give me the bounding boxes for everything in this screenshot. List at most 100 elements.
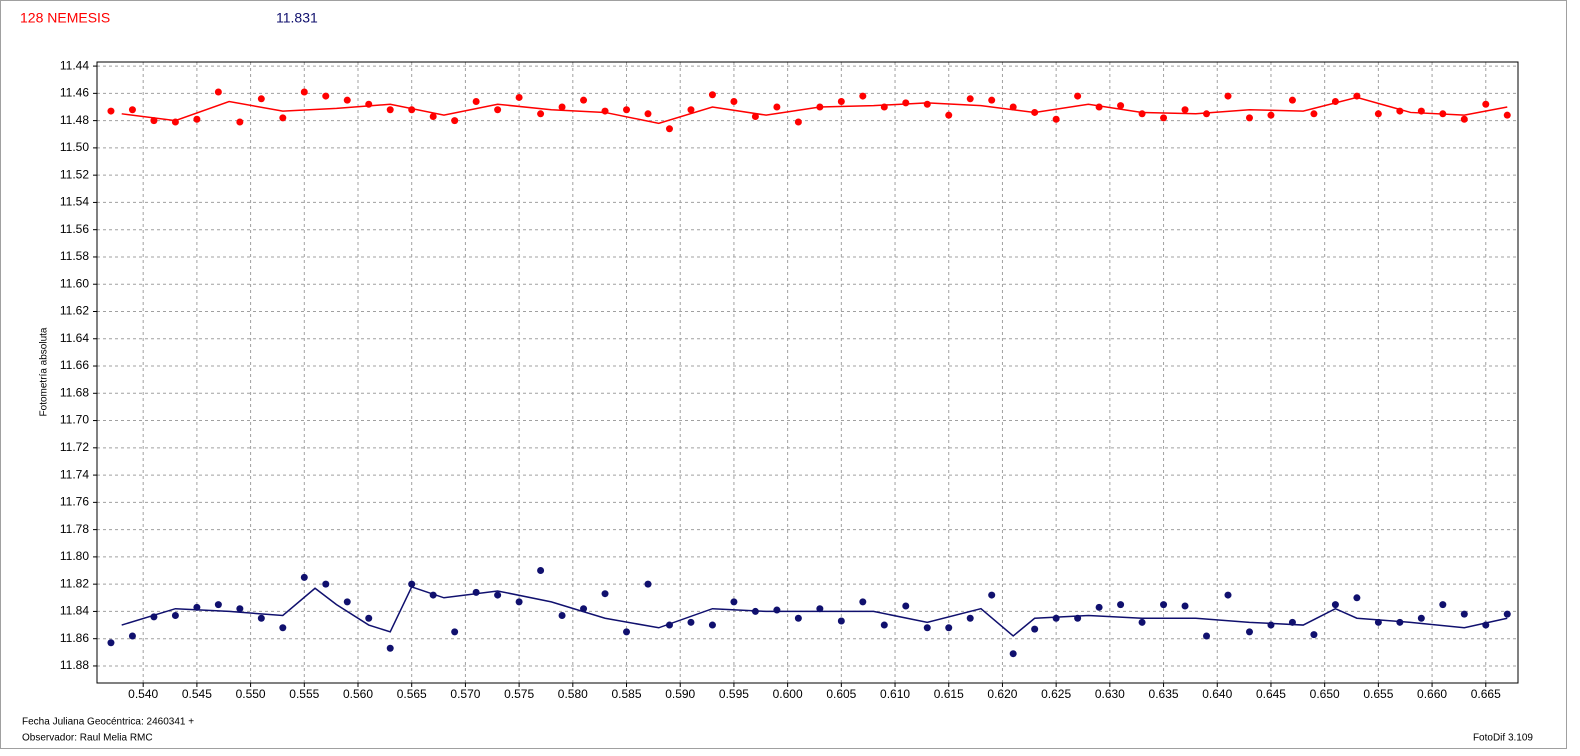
plot-frame (96, 61, 1519, 684)
data-point (923, 100, 931, 108)
data-point (945, 624, 953, 632)
footer-text: Observador: Raul Melia RMC (22, 733, 153, 744)
data-point (236, 605, 244, 613)
data-point (1503, 111, 1511, 119)
data-point (107, 639, 115, 647)
y-tick-label: 11.84 (60, 604, 89, 618)
data-point (257, 95, 265, 103)
x-tick-label: 0.580 (558, 687, 588, 701)
data-point (708, 91, 716, 99)
y-tick-label: 11.66 (60, 358, 89, 372)
data-point (365, 614, 373, 622)
data-point (1203, 632, 1211, 640)
y-tick-label: 11.62 (60, 304, 89, 318)
data-point (1203, 110, 1211, 118)
x-tick-label: 0.625 (1041, 687, 1071, 701)
data-point (880, 621, 888, 629)
data-point (322, 580, 330, 588)
data-point (773, 103, 781, 111)
data-point (1374, 110, 1382, 118)
data-point (236, 118, 244, 126)
data-point (1482, 100, 1490, 108)
y-tick-label: 11.80 (60, 549, 89, 563)
data-point (1503, 610, 1511, 618)
data-point (601, 590, 609, 598)
grid: 11.44 11.46 11.48 11.50 11.52 11.54 11.56 11.58… (60, 58, 1518, 701)
data-point (1117, 102, 1125, 110)
x-tick-label: 0.545 (182, 687, 212, 701)
data-point (1353, 594, 1361, 602)
data-point (343, 598, 351, 606)
y-tick-label: 11.54 (60, 195, 89, 209)
data-point (1074, 92, 1082, 100)
data-point (1396, 618, 1404, 626)
data-point (1224, 92, 1232, 100)
data-point (537, 567, 545, 575)
data-point (171, 612, 179, 620)
trend-line (121, 96, 1508, 125)
data-point (214, 601, 222, 609)
x-tick-label: 0.660 (1417, 687, 1447, 701)
data-point (902, 99, 910, 107)
data-point (988, 96, 996, 104)
x-tick-label: 0.630 (1095, 687, 1125, 701)
data-point (1160, 114, 1168, 122)
x-tick-label: 0.645 (1256, 687, 1286, 701)
data-point (1117, 601, 1125, 609)
data-point (1031, 625, 1039, 633)
y-tick-label: 11.50 (60, 140, 89, 154)
x-tick-label: 0.585 (612, 687, 642, 701)
y-tick-label: 11.74 (60, 467, 89, 481)
data-point (343, 96, 351, 104)
data-point (1052, 115, 1060, 123)
data-point (1245, 628, 1253, 636)
data-point (494, 591, 502, 599)
data-point (923, 624, 931, 632)
data-point (1138, 618, 1146, 626)
y-tick-label: 11.46 (60, 86, 89, 100)
data-point (1417, 614, 1425, 622)
data-point (279, 624, 287, 632)
data-point (128, 632, 136, 640)
data-point (687, 618, 695, 626)
data-point (472, 98, 480, 106)
plot-data (107, 88, 1511, 658)
y-axis-label: Fotometría absoluta (39, 327, 50, 416)
data-point (794, 118, 802, 126)
footer-version: FotoDif 3.109 (1473, 733, 1533, 744)
footer-text: Fecha Juliana Geocéntrica: 2460341 + (22, 717, 194, 728)
data-point (1181, 106, 1189, 114)
data-point (708, 621, 716, 629)
data-point (515, 598, 523, 606)
x-tick-label: 0.640 (1202, 687, 1232, 701)
data-point (472, 588, 480, 596)
data-point (1181, 602, 1189, 610)
x-tick-label: 0.565 (397, 687, 427, 701)
data-point (300, 88, 308, 96)
data-point (837, 98, 845, 106)
x-tick-label: 0.650 (1310, 687, 1340, 701)
data-point (816, 605, 824, 613)
y-tick-label: 11.60 (60, 276, 89, 290)
data-point (408, 580, 416, 588)
data-point (1009, 650, 1017, 658)
data-point (537, 110, 545, 118)
y-tick-label: 11.52 (60, 167, 89, 181)
data-point (558, 612, 566, 620)
y-tick-label: 11.88 (60, 658, 89, 672)
data-point (386, 106, 394, 114)
y-tick-label: 11.68 (60, 385, 89, 399)
data-point (988, 591, 996, 599)
data-point (837, 617, 845, 625)
x-tick-label: 0.570 (450, 687, 480, 701)
data-point (214, 88, 222, 96)
x-tick-label: 0.560 (343, 687, 373, 701)
x-tick-label: 0.590 (665, 687, 695, 701)
data-point (451, 117, 459, 125)
chart-title: 128 NEMESIS (20, 10, 110, 26)
x-tick-label: 0.550 (236, 687, 266, 701)
data-point (1095, 603, 1103, 611)
x-tick-label: 0.635 (1149, 687, 1179, 701)
data-point (644, 580, 652, 588)
